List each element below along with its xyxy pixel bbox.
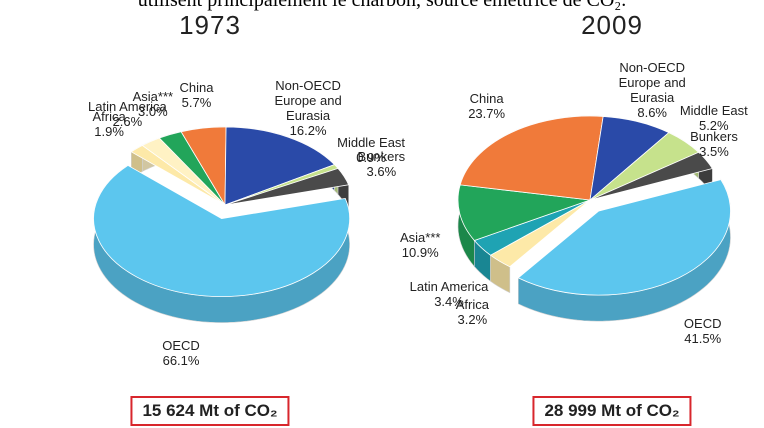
slice	[93, 164, 350, 297]
value-label: 2.6%	[112, 113, 143, 129]
category-label: Africa	[92, 108, 126, 124]
category-label: OECD	[162, 338, 200, 354]
total-box: 15 624 Mt of CO₂	[130, 396, 290, 426]
chart-title: 2009	[581, 10, 643, 40]
value-label: 5.7%	[181, 94, 212, 110]
slice-label: Africa 1.9%	[54, 109, 164, 139]
value-label: 8.6%	[637, 104, 667, 120]
category-label: Asia***	[399, 229, 441, 245]
slice	[459, 115, 604, 201]
value-label: 3.4%	[434, 293, 464, 309]
slice-label: Middle East 5.2%	[659, 103, 764, 133]
category-label: Asia***	[132, 88, 174, 104]
chart-title: 1973	[179, 10, 241, 40]
category-label: China	[179, 79, 214, 95]
caption: utilisent principalement le charbon, sou…	[137, 0, 627, 11]
slice-label: Middle East 0.9%	[316, 135, 426, 165]
value-label: 41.5%	[684, 331, 722, 346]
value-label: 16.2%	[289, 122, 327, 138]
value-label: 3.5%	[699, 144, 729, 160]
category-label: Latin America	[88, 98, 167, 114]
slice-label: Africa 3.2%	[417, 297, 527, 327]
slice-label: Non-OECD Europe and Eurasia 8.6%	[597, 60, 707, 120]
value-label: 3.2%	[457, 312, 488, 328]
value-label: 0.9%	[356, 149, 386, 165]
category-label: Latin America	[409, 278, 489, 294]
slice-label: Bunkers 3.5%	[659, 129, 764, 159]
value-label: 3.6%	[366, 163, 397, 179]
value-label: 10.9%	[401, 244, 439, 260]
category-label: China	[469, 90, 504, 106]
slice-label: OECD 66.1%	[126, 338, 236, 368]
value-label: 5.2%	[698, 118, 729, 134]
slice-label: Asia*** 3.0%	[98, 89, 208, 119]
slice-label: Latin America 2.6%	[72, 99, 182, 129]
category-label: Non-OECD Europe and Eurasia	[274, 77, 342, 123]
slice-label: China 23.7%	[432, 91, 542, 121]
slice	[517, 179, 731, 296]
category-label: Non-OECD Europe and Eurasia	[618, 59, 686, 105]
category-label: OECD	[683, 316, 722, 331]
slice-label: Bunkers 3.6%	[326, 149, 436, 179]
slice	[457, 184, 591, 241]
slice-label: Non-OECD Europe and Eurasia 16.2%	[253, 78, 363, 138]
value-label: 1.9%	[94, 123, 124, 139]
value-label: 3.0%	[138, 103, 168, 119]
slice	[224, 126, 336, 206]
value-label: 66.1%	[162, 353, 200, 369]
slice	[589, 151, 714, 201]
slice-label: Asia*** 10.9%	[365, 230, 475, 260]
category-label: Africa	[455, 297, 489, 313]
category-label: Middle East	[679, 103, 748, 119]
slice-label: Latin America 3.4%	[394, 279, 504, 309]
category-label: Bunkers	[690, 129, 738, 145]
slice-label: China 5.7%	[141, 80, 251, 110]
category-label: Bunkers	[357, 148, 406, 164]
value-label: 23.7%	[468, 105, 506, 121]
slice	[224, 167, 350, 206]
category-label: Middle East	[337, 134, 406, 150]
total-box: 28 999 Mt of CO₂	[532, 396, 692, 426]
slice-label: OECD 41.5%	[648, 316, 758, 346]
